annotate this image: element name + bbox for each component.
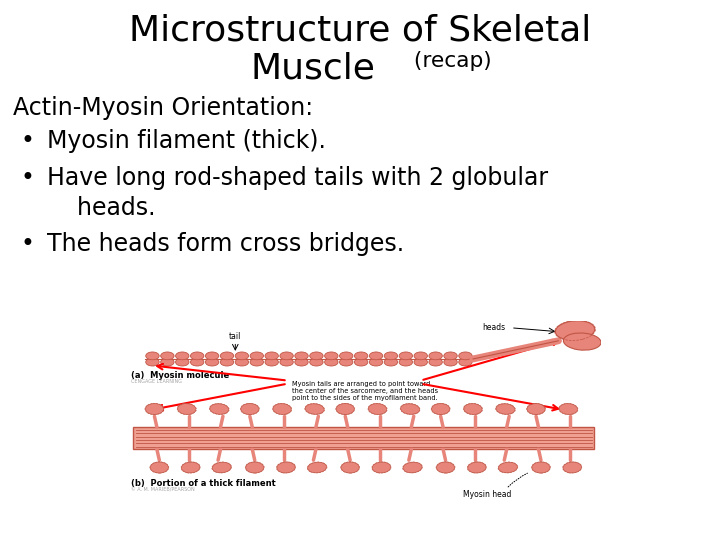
Ellipse shape bbox=[431, 403, 450, 415]
Ellipse shape bbox=[555, 321, 595, 340]
Ellipse shape bbox=[340, 358, 353, 366]
Ellipse shape bbox=[527, 403, 545, 415]
Ellipse shape bbox=[265, 352, 279, 360]
Text: CENGAGE LEARNING: CENGAGE LEARNING bbox=[131, 379, 181, 384]
Ellipse shape bbox=[369, 358, 383, 366]
Ellipse shape bbox=[265, 358, 279, 366]
Ellipse shape bbox=[436, 462, 454, 473]
Ellipse shape bbox=[429, 352, 442, 360]
Text: (a)  Myosin molecule: (a) Myosin molecule bbox=[131, 370, 229, 380]
Text: heads.: heads. bbox=[47, 196, 156, 220]
Ellipse shape bbox=[294, 358, 308, 366]
Text: •: • bbox=[20, 232, 34, 256]
Text: (b)  Portion of a thick filament: (b) Portion of a thick filament bbox=[131, 478, 276, 488]
Ellipse shape bbox=[414, 352, 428, 360]
Text: •: • bbox=[20, 166, 34, 190]
Ellipse shape bbox=[564, 333, 601, 350]
Ellipse shape bbox=[205, 352, 219, 360]
Ellipse shape bbox=[280, 352, 293, 360]
Ellipse shape bbox=[235, 358, 248, 366]
Ellipse shape bbox=[191, 358, 204, 366]
Text: Have long rod-shaped tails with 2 globular: Have long rod-shaped tails with 2 globul… bbox=[47, 166, 548, 190]
Ellipse shape bbox=[384, 352, 397, 360]
Ellipse shape bbox=[372, 462, 390, 473]
Ellipse shape bbox=[273, 403, 292, 414]
Ellipse shape bbox=[444, 358, 457, 366]
Ellipse shape bbox=[176, 352, 189, 360]
Text: •: • bbox=[20, 129, 34, 152]
Ellipse shape bbox=[240, 403, 259, 415]
Text: The heads form cross bridges.: The heads form cross bridges. bbox=[47, 232, 404, 256]
Text: Myosin tails are arranged to point toward
the center of the sarcomere, and the h: Myosin tails are arranged to point towar… bbox=[292, 381, 438, 401]
Ellipse shape bbox=[325, 352, 338, 360]
Ellipse shape bbox=[145, 403, 163, 415]
Ellipse shape bbox=[310, 352, 323, 360]
Ellipse shape bbox=[354, 352, 368, 360]
Ellipse shape bbox=[444, 352, 457, 360]
Ellipse shape bbox=[250, 352, 264, 360]
Ellipse shape bbox=[399, 358, 413, 366]
Ellipse shape bbox=[384, 358, 397, 366]
Text: Actin-Myosin Orientation:: Actin-Myosin Orientation: bbox=[13, 96, 313, 120]
Ellipse shape bbox=[305, 404, 324, 414]
Ellipse shape bbox=[161, 358, 174, 366]
Ellipse shape bbox=[310, 358, 323, 366]
Ellipse shape bbox=[191, 352, 204, 360]
Ellipse shape bbox=[336, 403, 354, 415]
Ellipse shape bbox=[464, 403, 482, 414]
Ellipse shape bbox=[220, 358, 234, 366]
Ellipse shape bbox=[498, 462, 518, 472]
Ellipse shape bbox=[205, 358, 219, 366]
Text: heads: heads bbox=[482, 323, 505, 332]
Ellipse shape bbox=[250, 358, 264, 366]
Ellipse shape bbox=[210, 404, 229, 414]
Ellipse shape bbox=[400, 404, 420, 414]
Ellipse shape bbox=[399, 352, 413, 360]
Ellipse shape bbox=[403, 462, 422, 472]
Text: Myosin filament (thick).: Myosin filament (thick). bbox=[47, 129, 325, 152]
Ellipse shape bbox=[340, 352, 353, 360]
Ellipse shape bbox=[176, 358, 189, 366]
Ellipse shape bbox=[468, 462, 486, 473]
Ellipse shape bbox=[212, 462, 231, 472]
Ellipse shape bbox=[496, 404, 515, 414]
Ellipse shape bbox=[559, 403, 577, 414]
Ellipse shape bbox=[277, 462, 295, 473]
Ellipse shape bbox=[414, 358, 428, 366]
Text: Myosin head: Myosin head bbox=[464, 490, 512, 498]
Ellipse shape bbox=[307, 462, 327, 472]
Ellipse shape bbox=[459, 352, 472, 360]
Ellipse shape bbox=[145, 352, 159, 360]
Ellipse shape bbox=[246, 462, 264, 473]
Text: Microstructure of Skeletal: Microstructure of Skeletal bbox=[129, 14, 591, 48]
Ellipse shape bbox=[369, 352, 383, 360]
Ellipse shape bbox=[459, 358, 472, 366]
Ellipse shape bbox=[181, 462, 199, 473]
Text: Muscle: Muscle bbox=[251, 51, 376, 85]
Ellipse shape bbox=[145, 358, 159, 366]
Ellipse shape bbox=[341, 462, 359, 473]
Text: © A. M. MARIEB/PEARSON: © A. M. MARIEB/PEARSON bbox=[131, 488, 194, 492]
Ellipse shape bbox=[294, 352, 308, 360]
Ellipse shape bbox=[354, 358, 368, 366]
Ellipse shape bbox=[150, 462, 168, 473]
Ellipse shape bbox=[178, 403, 196, 414]
Ellipse shape bbox=[235, 352, 248, 360]
Ellipse shape bbox=[325, 358, 338, 366]
Ellipse shape bbox=[280, 358, 293, 366]
Ellipse shape bbox=[161, 352, 174, 360]
Ellipse shape bbox=[429, 358, 442, 366]
Ellipse shape bbox=[563, 462, 582, 473]
Text: tail: tail bbox=[229, 332, 241, 341]
Text: (recap): (recap) bbox=[407, 51, 492, 71]
Ellipse shape bbox=[532, 462, 550, 473]
Ellipse shape bbox=[220, 352, 234, 360]
Ellipse shape bbox=[369, 403, 387, 414]
FancyBboxPatch shape bbox=[133, 427, 594, 449]
